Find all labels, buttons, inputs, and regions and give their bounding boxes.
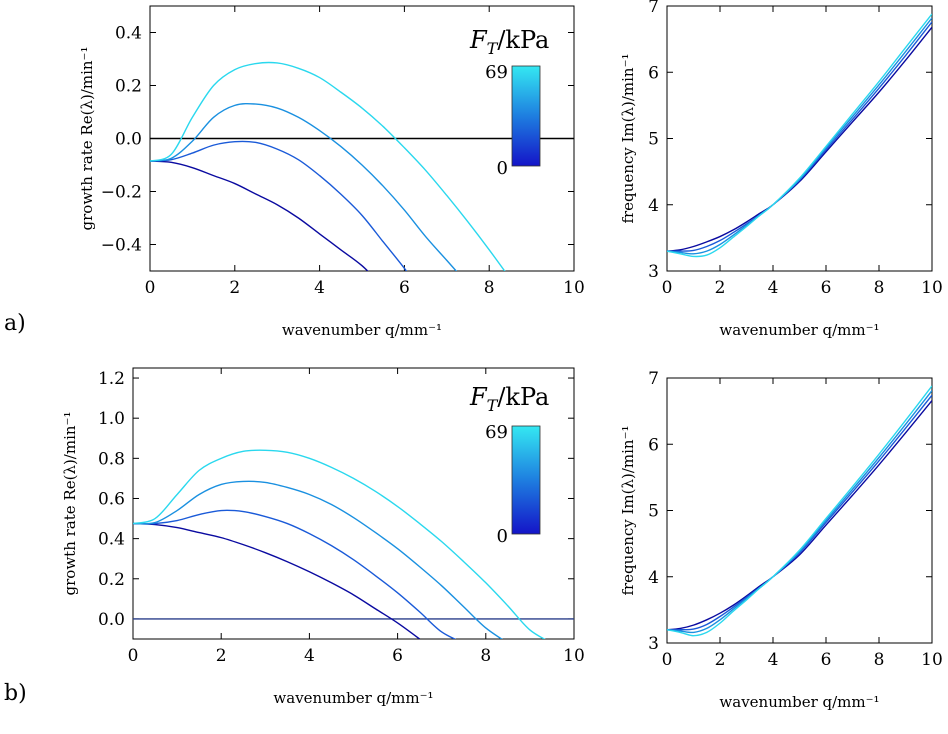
plot-a-growth-rate: 0 2 4 6 8 10 −0.4 −0.2 0.0 0.2 0.4 wavenumber q/mm⁻…: [78, 5, 585, 339]
y-tick-label: 5: [648, 502, 659, 522]
y-tick-label: 4: [648, 568, 659, 588]
x-tick-label: 10: [921, 278, 943, 298]
series-line-2: [150, 140, 408, 271]
y-tick-label: 0.2: [115, 77, 142, 97]
series-line-1: [667, 400, 932, 631]
y-tick-label: 7: [648, 0, 659, 17]
y-tick-label: 0.8: [98, 449, 125, 469]
plot-a-frequency: 0 2 4 6 8 10 3 4 5 6 7 wavenumber q/mm⁻¹ frequency I…: [619, 0, 943, 339]
x-tick-label: 0: [662, 278, 673, 298]
colorbar-b-min: 0: [497, 526, 508, 547]
colorbar-b-title: FT/kPa: [469, 383, 549, 415]
y-tick-label: −0.4: [101, 236, 142, 256]
colorbar-b-max: 69: [485, 422, 508, 443]
series-line-2: [667, 394, 932, 631]
y-tick-label: 7: [648, 369, 659, 389]
y-axis-label: frequency Im(λ)/min⁻¹: [619, 425, 637, 595]
y-axis-label: growth rate Re(λ)/min⁻¹: [78, 47, 96, 231]
x-tick-label: 2: [229, 278, 240, 298]
y-tick-label: 5: [648, 130, 659, 150]
y-tick-label: 0.6: [98, 489, 125, 509]
colorbar-b-gradient: [511, 425, 541, 535]
series-line-2: [667, 21, 932, 252]
y-tick-label: 0.0: [115, 130, 142, 150]
x-tick-label: 4: [768, 650, 779, 670]
series-line-3: [150, 102, 458, 271]
y-tick-label: 3: [648, 634, 659, 654]
series-line-1: [667, 26, 932, 252]
x-tick-label: 8: [874, 650, 885, 670]
y-tick-label: 4: [648, 196, 659, 216]
y-tick-label: 6: [648, 435, 659, 455]
colorbar-b-title-unit: /kPa: [497, 383, 549, 411]
x-tick-label: 8: [480, 646, 491, 666]
x-tick-label: 2: [216, 646, 227, 666]
series-line-3: [133, 480, 503, 639]
x-axis-label: wavenumber q/mm⁻¹: [282, 321, 442, 339]
series-line-3: [667, 17, 932, 255]
x-tick-label: 6: [821, 278, 832, 298]
y-tick-label: 1.2: [98, 369, 125, 389]
colorbar-a-title-sub: T: [487, 39, 499, 58]
y-tick-label: 0.0: [98, 610, 125, 630]
x-axis-label: wavenumber q/mm⁻¹: [273, 689, 433, 707]
colorbar-a-title: FT/kPa: [469, 26, 549, 58]
plot-frame: [666, 377, 933, 644]
x-tick-label: 8: [484, 278, 495, 298]
x-tick-label: 6: [392, 646, 403, 666]
colorbar-b-title-sub: T: [487, 396, 499, 415]
series-line-4: [150, 61, 506, 271]
x-tick-label: 0: [128, 646, 139, 666]
plot-b-frequency: 0 2 4 6 8 10 3 4 5 6 7 wavenumber q/mm⁻¹ frequency I…: [619, 369, 943, 711]
x-tick-label: 4: [304, 646, 315, 666]
series-line-4: [667, 13, 932, 258]
y-tick-label: −0.2: [101, 183, 142, 203]
series-line-4: [133, 449, 546, 639]
colorbar-a: FT/kPa 69 0: [469, 26, 549, 179]
y-tick-label: 0.2: [98, 570, 125, 590]
series-line-1: [133, 522, 421, 639]
x-tick-label: 0: [662, 650, 673, 670]
y-tick-label: 0.4: [115, 24, 142, 44]
series-line-3: [667, 390, 932, 634]
colorbar-a-gradient: [511, 65, 541, 167]
y-axis-label: growth rate Re(λ)/min⁻¹: [61, 412, 79, 596]
y-axis-label: frequency Im(λ)/min⁻¹: [619, 53, 637, 223]
colorbar-a-max: 69: [485, 62, 508, 83]
x-tick-label: 4: [314, 278, 325, 298]
colorbar-a-title-unit: /kPa: [497, 26, 549, 54]
y-tick-label: 0.4: [98, 530, 125, 550]
x-tick-label: 6: [821, 650, 832, 670]
panel-label-b: b): [4, 681, 27, 706]
x-tick-label: 6: [399, 278, 410, 298]
colorbar-a-min: 0: [497, 158, 508, 179]
y-tick-label: 6: [648, 63, 659, 83]
plot-b-growth-rate: 0 2 4 6 8 10 0.0 0.2 0.4 0.6 0.8 1.0 1.2 wavenumber q…: [61, 367, 585, 707]
plot-frame: [132, 367, 575, 640]
panel-label-a: a): [4, 311, 26, 336]
x-tick-label: 10: [563, 278, 585, 298]
x-tick-label: 4: [768, 278, 779, 298]
x-tick-label: 2: [715, 650, 726, 670]
series-line-1: [150, 160, 369, 271]
x-tick-label: 10: [921, 650, 943, 670]
colorbar-b-title-main: F: [469, 383, 488, 411]
colorbar-a-title-main: F: [469, 26, 488, 54]
x-tick-label: 2: [715, 278, 726, 298]
colorbar-b: FT/kPa 69 0: [469, 383, 549, 547]
x-tick-label: 8: [874, 278, 885, 298]
plot-frame: [666, 5, 933, 272]
x-axis-label: wavenumber q/mm⁻¹: [719, 321, 879, 339]
x-tick-label: 10: [563, 646, 585, 666]
y-tick-label: 3: [648, 262, 659, 282]
x-axis-label: wavenumber q/mm⁻¹: [719, 693, 879, 711]
series-line-2: [133, 509, 457, 639]
series-line-4: [667, 385, 932, 637]
x-tick-label: 0: [145, 278, 156, 298]
y-tick-label: 1.0: [98, 409, 125, 429]
